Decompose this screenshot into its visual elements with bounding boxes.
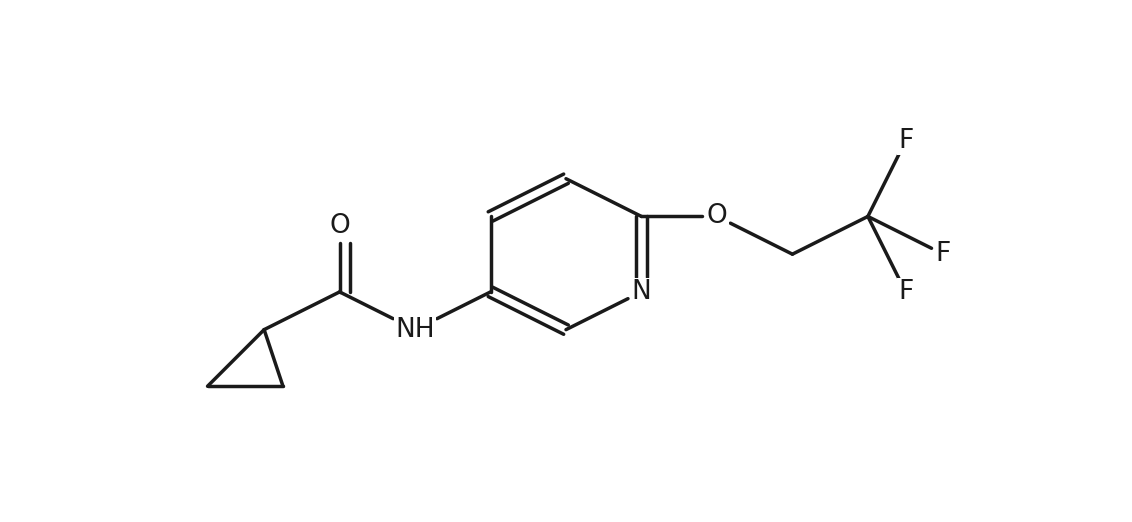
Text: F: F (936, 241, 951, 267)
Text: F: F (898, 279, 914, 305)
Text: O: O (706, 204, 727, 230)
Text: N: N (632, 279, 651, 305)
Text: O: O (329, 213, 350, 239)
Text: F: F (898, 128, 914, 154)
Text: NH: NH (395, 317, 435, 342)
